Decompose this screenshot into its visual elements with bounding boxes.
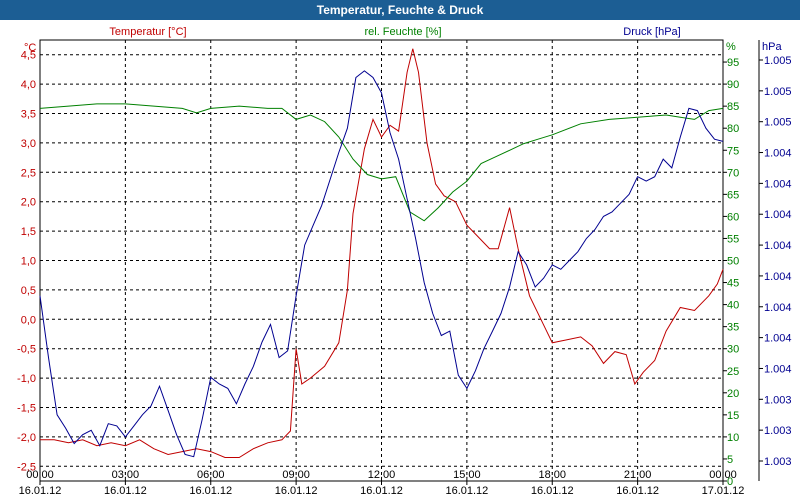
temperature-tick-label: 1,0 bbox=[21, 256, 36, 268]
pressure-tick-label: 1.004 bbox=[764, 148, 792, 160]
legend: Temperatur [°C] rel. Feuchte [%] Druck [hP… bbox=[109, 26, 680, 38]
temperature-tick-label: -2,0 bbox=[17, 432, 36, 444]
temperature-tick-label: -0,5 bbox=[17, 344, 36, 356]
temperature-tick-label: 3,5 bbox=[21, 109, 36, 121]
grid bbox=[40, 40, 723, 481]
date-tick-label: 16.01.12 bbox=[445, 485, 488, 497]
humidity-tick-label: 95 bbox=[727, 57, 739, 69]
date-tick-label: 16.01.12 bbox=[19, 485, 62, 497]
humidity-tick-label: 45 bbox=[727, 278, 739, 290]
temperature-tick-label: 2,5 bbox=[21, 167, 36, 179]
humidity-tick-label: 5 bbox=[727, 454, 733, 466]
pressure-tick-label: 1.003 bbox=[764, 425, 792, 437]
pressure-axis: hPa 1.005 1.005 1.005 1.004 1.004 1.004 1.004 1.… bbox=[758, 40, 792, 481]
humidity-tick-label: 10 bbox=[727, 432, 739, 444]
humidity-tick-label: 90 bbox=[727, 79, 739, 91]
temperature-tick-label: 0,0 bbox=[21, 314, 36, 326]
pressure-tick-label: 1.004 bbox=[764, 363, 792, 375]
humidity-tick-label: 15 bbox=[727, 410, 739, 422]
pressure-series-line bbox=[39, 70, 724, 458]
legend-humidity: rel. Feuchte [%] bbox=[364, 26, 441, 38]
pressure-tick-label: 1.005 bbox=[764, 117, 792, 129]
time-tick-label: 03:00 bbox=[112, 469, 140, 481]
pressure-tick-label: 1.004 bbox=[764, 333, 792, 345]
humidity-tick-label: 20 bbox=[727, 388, 739, 400]
temperature-unit-label: °C bbox=[24, 42, 36, 54]
temperature-tick-label: 2,0 bbox=[21, 197, 36, 209]
date-tick-label: 16.01.12 bbox=[275, 485, 318, 497]
chart-title: Temperatur, Feuchte & Druck bbox=[0, 0, 800, 20]
humidity-series-line bbox=[39, 103, 724, 222]
humidity-tick-label: 60 bbox=[727, 211, 739, 223]
pressure-tick-label: 1.003 bbox=[764, 394, 792, 406]
temperature-tick-label: 1,5 bbox=[21, 226, 36, 238]
temperature-tick-label: -2,5 bbox=[17, 461, 36, 473]
humidity-tick-label: 30 bbox=[727, 344, 739, 356]
date-tick-label: 16.01.12 bbox=[360, 485, 403, 497]
time-tick-label: 00:00 bbox=[26, 469, 54, 481]
series-lines bbox=[39, 48, 724, 458]
legend-temperature: Temperatur [°C] bbox=[109, 26, 186, 38]
humidity-tick-label: 80 bbox=[727, 123, 739, 135]
temperature-tick-label: -1,5 bbox=[17, 403, 36, 415]
time-tick-label: 12:00 bbox=[368, 469, 396, 481]
time-tick-label: 00:00 bbox=[709, 469, 737, 481]
humidity-unit-label: % bbox=[726, 41, 736, 53]
humidity-tick-label: 55 bbox=[727, 233, 739, 245]
temperature-tick-label: 0,5 bbox=[21, 285, 36, 297]
pressure-tick-label: 1.004 bbox=[764, 178, 792, 190]
temperature-tick-label: 4,5 bbox=[21, 50, 36, 62]
date-tick-label: 17.01.12 bbox=[702, 485, 745, 497]
date-tick-label: 16.01.12 bbox=[104, 485, 147, 497]
temperature-tick-label: 4,0 bbox=[21, 79, 36, 91]
humidity-tick-label: 75 bbox=[727, 145, 739, 157]
pressure-tick-label: 1.003 bbox=[764, 456, 792, 468]
pressure-tick-label: 1.005 bbox=[764, 55, 792, 67]
chart-canvas: 4,5 4,0 3,5 3,0 2,5 2,0 1,5 1,0 0,5 0,0 -0,5 -1,0 -1… bbox=[17, 26, 792, 497]
time-tick-label: 21:00 bbox=[624, 469, 652, 481]
time-tick-label: 18:00 bbox=[538, 469, 566, 481]
humidity-tick-label: 35 bbox=[727, 322, 739, 334]
pressure-tick-label: 1.004 bbox=[764, 240, 792, 252]
time-axis: 00:00 16.01.12 03:00 16.01.12 06:00 16.01.12 0… bbox=[19, 469, 745, 497]
time-tick-label: 09:00 bbox=[282, 469, 310, 481]
pressure-tick-label: 1.004 bbox=[764, 209, 792, 221]
legend-pressure: Druck [hPa] bbox=[623, 26, 680, 38]
pressure-unit-label: hPa bbox=[762, 41, 782, 53]
temperature-series-line bbox=[40, 48, 724, 458]
humidity-tick-label: 65 bbox=[727, 189, 739, 201]
humidity-tick-label: 0 bbox=[727, 476, 733, 488]
date-tick-label: 16.01.12 bbox=[189, 485, 232, 497]
date-tick-label: 16.01.12 bbox=[616, 485, 659, 497]
pressure-tick-label: 1.005 bbox=[764, 86, 792, 98]
humidity-tick-label: 85 bbox=[727, 101, 739, 113]
humidity-tick-label: 25 bbox=[727, 366, 739, 378]
temperature-axis: 4,5 4,0 3,5 3,0 2,5 2,0 1,5 1,0 0,5 0,0 -0,5 -1,0 -1… bbox=[17, 42, 36, 473]
time-tick-label: 06:00 bbox=[197, 469, 225, 481]
humidity-tick-label: 40 bbox=[727, 300, 739, 312]
temperature-tick-label: 3,0 bbox=[21, 138, 36, 150]
pressure-tick-label: 1.004 bbox=[764, 271, 792, 283]
humidity-tick-label: 50 bbox=[727, 256, 739, 268]
temperature-tick-label: -1,0 bbox=[17, 373, 36, 385]
time-tick-label: 15:00 bbox=[453, 469, 481, 481]
humidity-tick-label: 70 bbox=[727, 167, 739, 179]
date-tick-label: 16.01.12 bbox=[531, 485, 574, 497]
pressure-tick-label: 1.004 bbox=[764, 302, 792, 314]
